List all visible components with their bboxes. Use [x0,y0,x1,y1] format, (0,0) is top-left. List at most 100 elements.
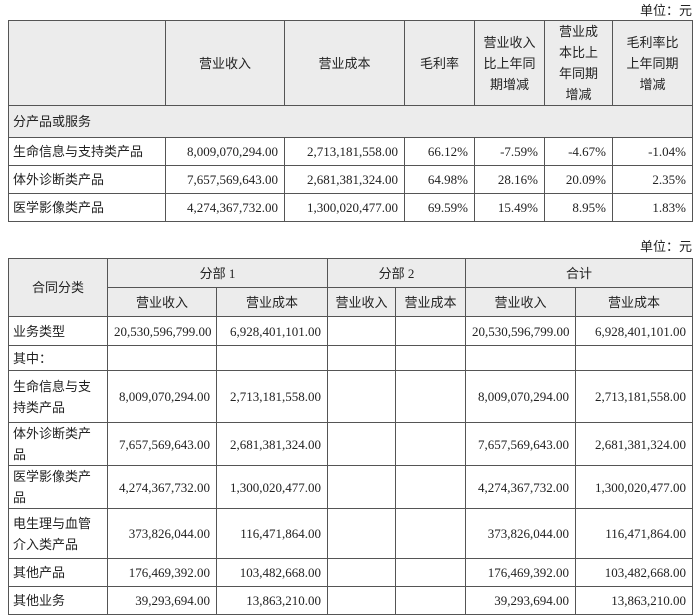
empty-cell [327,586,397,615]
table-row: 医学影像类产品 4,274,367,732.00 1,300,020,477.00 4… [8,465,694,509]
table-row: 生命信息与支持类产品 8,009,070,294.00 2,713,181,558.… [8,370,694,423]
empty-cell [575,345,694,371]
empty-cell [395,370,467,423]
table-row: 其他产品 176,469,392.00 103,482,668.00 176,469,… [8,558,694,587]
empty-cell [327,558,397,587]
table-row: 电生理与血管介入类产品 373,826,044.00 116,471,864.00 3… [8,508,694,559]
value-cell: 7,657,569,643.00 [107,422,217,466]
value-cell: 20.09% [544,165,613,194]
table-row: 体外诊断类产品 7,657,569,643.00 2,681,381,324.00 7… [8,422,694,466]
value-cell: 103,482,668.00 [575,558,694,587]
value-cell: 8,009,070,294.00 [165,137,285,166]
value-cell: 8,009,070,294.00 [465,370,577,423]
header-cell: 营业收入 [165,20,285,106]
value-cell: -7.59% [474,137,545,166]
empty-cell [395,508,467,559]
row-label: 生命信息与支持类产品 [8,370,108,423]
value-cell: 20,530,596,799.00 [465,316,577,346]
value-cell: 66.12% [404,137,475,166]
empty-cell [327,465,397,509]
empty-cell [107,345,217,371]
value-cell: 13,863,210.00 [215,586,329,615]
value-cell: 116,471,864.00 [575,508,694,559]
value-cell: 8,009,070,294.00 [107,370,217,423]
value-cell: 4,274,367,732.00 [465,465,577,509]
value-cell: 103,482,668.00 [215,558,329,587]
header-cell: 合同分类 [8,258,108,317]
value-cell: 4,274,367,732.00 [107,465,217,509]
row-label: 业务类型 [8,316,108,346]
value-cell: 6,928,401,101.00 [215,316,329,346]
value-cell: 39,293,694.00 [465,586,577,615]
value-cell: -1.04% [612,137,693,166]
value-cell: 1,300,020,477.00 [215,465,329,509]
page: 单位：元 营业收入 营业成本 毛利率 营业收入比上年同期增减 营业成本比上年同期增减 毛利… [8,3,694,615]
value-cell: 2,713,181,558.00 [215,370,329,423]
value-cell: 8.95% [544,193,613,222]
value-cell: 13,863,210.00 [575,586,694,615]
table-row: 体外诊断类产品 7,657,569,643.00 2,681,381,324.00 6… [8,165,693,194]
header-cell: 营业收入 [465,287,577,317]
row-label: 医学影像类产品 [8,193,166,222]
empty-cell [327,370,397,423]
value-cell: 176,469,392.00 [107,558,217,587]
value-cell: 7,657,569,643.00 [165,165,285,194]
value-cell: 373,826,044.00 [107,508,217,559]
table-row: 业务类型 20,530,596,799.00 6,928,401,101.00 20,… [8,316,694,346]
empty-cell [395,558,467,587]
row-label: 其中： [8,345,108,371]
unit-label: 单位：元 [639,3,692,18]
empty-cell [395,345,467,371]
value-cell: 2,681,381,324.00 [215,422,329,466]
header-cell [8,20,166,106]
value-cell: 20,530,596,799.00 [107,316,217,346]
row-label: 电生理与血管介入类产品 [8,508,108,559]
value-cell: 15.49% [474,193,545,222]
table-row: 医学影像类产品 4,274,367,732.00 1,300,020,477.00 6… [8,193,693,222]
header-cell: 毛利率比上年同期增减 [612,20,693,106]
value-cell: 176,469,392.00 [465,558,577,587]
value-cell: 4,274,367,732.00 [165,193,285,222]
empty-cell [465,345,577,371]
row-label: 其他产品 [8,558,108,587]
table-product: 营业收入 营业成本 毛利率 营业收入比上年同期增减 营业成本比上年同期增减 毛利率比上年同… [8,20,693,222]
value-cell: 2,713,181,558.00 [284,137,405,166]
value-cell: 39,293,694.00 [107,586,217,615]
value-cell: 28.16% [474,165,545,194]
table-row: 合同分类 分部 1 分部 2 合计 [8,258,694,317]
section-cell: 分产品或服务 [8,105,693,138]
value-cell: 1,300,020,477.00 [284,193,405,222]
row-label: 体外诊断类产品 [8,165,166,194]
row-label: 体外诊断类产品 [8,422,108,466]
empty-cell [327,345,397,371]
header-cell: 营业成本 [284,20,405,106]
table-row: 其他业务 39,293,694.00 13,863,210.00 39,293,694… [8,586,694,615]
value-cell: -4.67% [544,137,613,166]
empty-cell [395,586,467,615]
value-cell: 2,713,181,558.00 [575,370,694,423]
table-contract: 合同分类 分部 1 分部 2 合计 营业收入 营业成本 营业收入 营业成本 营业收入 营业成本 业务… [8,258,694,615]
table-row: 其中： [8,345,694,371]
row-label: 医学影像类产品 [8,465,108,509]
value-cell: 2,681,381,324.00 [575,422,694,466]
header-cell: 营业成本 [575,287,694,317]
header-cell: 营业成本比上年同期增减 [544,20,613,106]
table-row: 生命信息与支持类产品 8,009,070,294.00 2,713,181,558.… [8,137,693,166]
header-cell: 毛利率 [404,20,475,106]
value-cell: 2.35% [612,165,693,194]
empty-cell [327,422,397,466]
empty-cell [395,422,467,466]
value-cell: 69.59% [404,193,475,222]
table-row: 营业收入 营业成本 营业收入 营业成本 营业收入 营业成本 [9,287,694,317]
value-cell: 373,826,044.00 [465,508,577,559]
header-cell: 营业成本 [215,287,329,317]
empty-cell [395,465,467,509]
group-header: 分部 1 [106,258,329,288]
empty-cell [215,345,329,371]
row-label: 生命信息与支持类产品 [8,137,166,166]
header-cell: 营业收入 [327,287,397,317]
empty-cell [395,316,467,346]
empty-cell [327,316,397,346]
row-label: 其他业务 [8,586,108,615]
header-cell: 营业收入 [107,287,217,317]
